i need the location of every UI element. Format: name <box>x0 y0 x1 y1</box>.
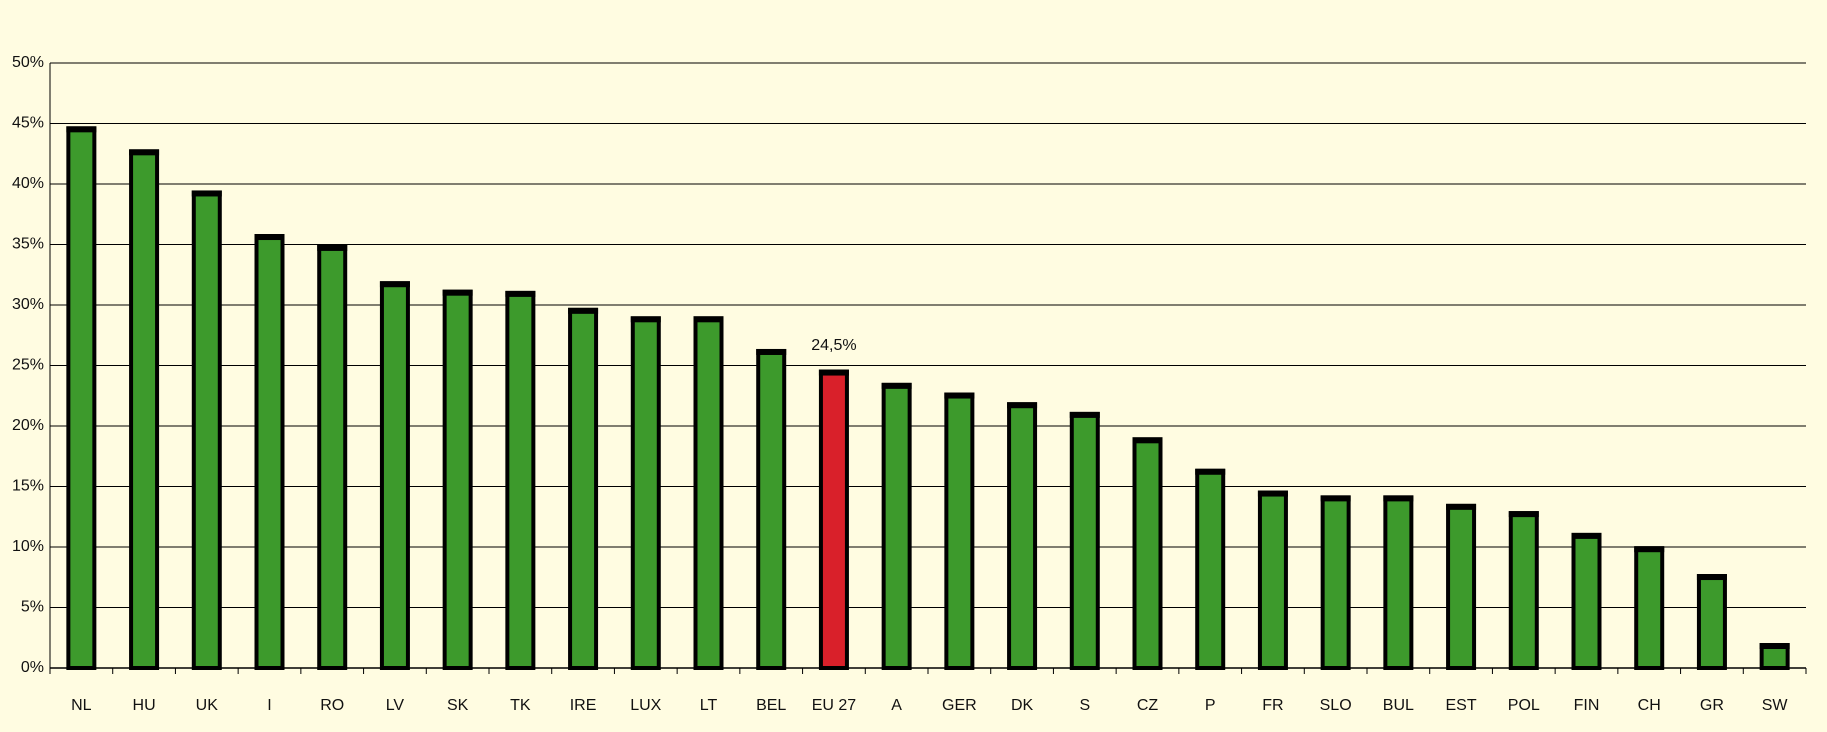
data-label: 24,5% <box>811 337 856 354</box>
x-tick-label: NL <box>71 697 92 714</box>
y-tick-label: 10% <box>12 538 44 555</box>
bar <box>317 244 348 670</box>
bar-cap <box>1007 402 1038 409</box>
y-tick-label: 0% <box>21 659 44 676</box>
bar <box>1508 511 1539 670</box>
bar-cap <box>1320 495 1351 502</box>
bar <box>1257 490 1288 670</box>
bar-cap <box>1446 503 1477 510</box>
bar-cap <box>756 348 787 355</box>
y-tick-label: 25% <box>12 357 44 374</box>
x-tick-label: EST <box>1446 697 1477 714</box>
y-tick-label: 5% <box>21 599 44 616</box>
bar <box>1696 574 1727 670</box>
x-tick-label: A <box>891 697 902 714</box>
bar <box>756 348 787 670</box>
y-tick-label: 30% <box>12 296 44 313</box>
bar-cap <box>317 244 348 251</box>
bar-cap <box>630 316 661 323</box>
bar-cap <box>191 190 222 197</box>
x-tick-label: RO <box>320 697 344 714</box>
bar <box>129 149 160 670</box>
bar <box>1069 411 1100 670</box>
x-tick-label: DK <box>1011 697 1034 714</box>
bar-cap <box>254 234 285 241</box>
bar-cap <box>505 290 536 297</box>
y-tick-label: 45% <box>12 115 44 132</box>
x-tick-label: SK <box>447 697 469 714</box>
bar-cap <box>1069 411 1100 418</box>
x-tick-label: I <box>267 697 271 714</box>
x-tick-label: CH <box>1638 697 1661 714</box>
bar <box>1007 402 1038 670</box>
bar <box>1132 437 1163 670</box>
x-tick-label: BUL <box>1383 697 1414 714</box>
x-tick-label: BEL <box>756 697 786 714</box>
bar <box>191 190 222 670</box>
bar-cap <box>568 307 599 314</box>
x-tick-label: SW <box>1762 697 1789 714</box>
bar-cap <box>66 126 97 133</box>
bar <box>1195 468 1226 670</box>
bar-cap <box>1634 546 1665 553</box>
bar-cap <box>1257 490 1288 497</box>
bar <box>693 316 724 670</box>
y-tick-label: 20% <box>12 417 44 434</box>
bar <box>254 234 285 670</box>
bar <box>1383 495 1414 671</box>
x-tick-label: HU <box>133 697 156 714</box>
bar <box>66 126 97 670</box>
bar <box>1320 495 1351 671</box>
bar-cap <box>1132 437 1163 444</box>
x-tick-label: GER <box>942 697 977 714</box>
bar <box>1634 546 1665 671</box>
bar-cap <box>129 149 160 156</box>
x-tick-label: LV <box>386 697 405 714</box>
y-tick-label: 15% <box>12 478 44 495</box>
x-tick-label: POL <box>1508 697 1540 714</box>
x-tick-label: P <box>1205 697 1216 714</box>
bar <box>630 316 661 670</box>
bar-cap <box>1759 643 1790 650</box>
x-tick-label: SLO <box>1320 697 1352 714</box>
x-tick-label: FR <box>1262 697 1283 714</box>
bar <box>818 369 849 670</box>
bar-cap <box>1696 574 1727 581</box>
bar-cap <box>693 316 724 323</box>
bar <box>1446 503 1477 670</box>
x-tick-label: EU 27 <box>812 697 857 714</box>
bar <box>568 307 599 670</box>
x-tick-label: CZ <box>1137 697 1159 714</box>
bar-cap <box>1571 532 1602 539</box>
x-tick-label: S <box>1079 697 1090 714</box>
x-tick-label: IRE <box>570 697 597 714</box>
bar-cap <box>818 369 849 376</box>
bar-cap <box>944 392 975 399</box>
x-tick-label: TK <box>510 697 531 714</box>
bar-cap <box>1195 468 1226 475</box>
y-tick-label: 50% <box>12 54 44 71</box>
y-tick-label: 40% <box>12 175 44 192</box>
bar-cap <box>379 281 410 288</box>
bar <box>944 392 975 670</box>
x-tick-label: LUX <box>630 697 661 714</box>
bar-cap <box>1383 495 1414 502</box>
bar <box>881 382 912 670</box>
bar <box>379 281 410 670</box>
bar-cap <box>881 382 912 389</box>
x-tick-label: GR <box>1700 697 1724 714</box>
bar <box>442 289 473 670</box>
x-tick-label: UK <box>196 697 219 714</box>
bar-cap <box>442 289 473 296</box>
x-tick-label: FIN <box>1574 697 1600 714</box>
x-tick-label: LT <box>700 697 718 714</box>
bar <box>505 290 536 670</box>
y-tick-label: 35% <box>12 236 44 253</box>
bar-cap <box>1508 511 1539 518</box>
bar <box>1571 532 1602 671</box>
